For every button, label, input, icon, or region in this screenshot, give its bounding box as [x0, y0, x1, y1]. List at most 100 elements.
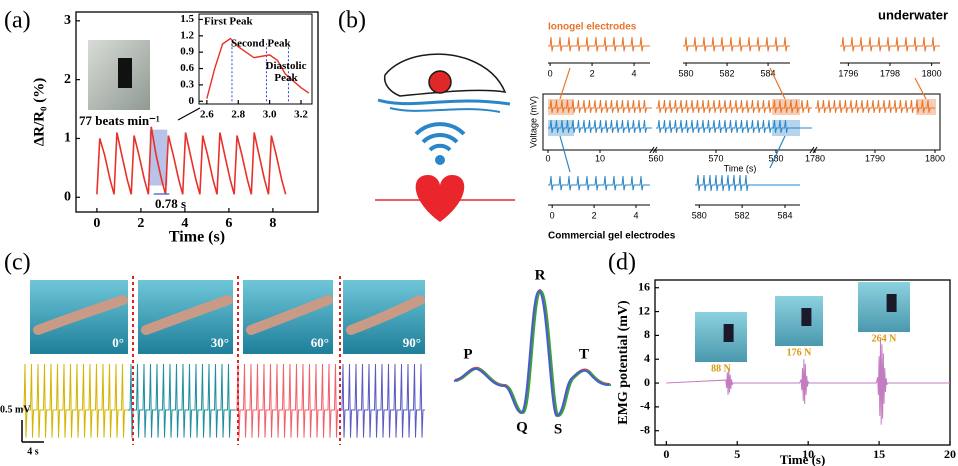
- x-tick-label: 570: [708, 153, 723, 163]
- x-tick-label: 6: [225, 216, 232, 231]
- x-tick-label: 580: [692, 210, 707, 220]
- annotation-line: Peak: [274, 72, 298, 84]
- x-tick-label: 3.2: [294, 109, 308, 121]
- y-tick-label: 8: [644, 327, 650, 341]
- y-tick-label: 1: [64, 131, 71, 146]
- x-tick-label: 2: [137, 216, 144, 231]
- inset-trace: [683, 37, 790, 51]
- inset-arrow: [178, 108, 200, 120]
- x-axis-title: Time (s): [724, 163, 757, 173]
- x-tick-label: 0: [93, 216, 100, 231]
- angle-label: 60°: [311, 335, 329, 350]
- x-tick-label: 2.8: [231, 109, 245, 121]
- angle-label: 0°: [112, 335, 124, 350]
- page: (a)024680123Time (s)ΔR/R₀ (%)77 beats mi…: [0, 0, 958, 466]
- x-tick-label: 3.0: [263, 109, 277, 121]
- x-tick-label: 580: [679, 68, 694, 78]
- wristband-photo: [887, 294, 897, 312]
- y-tick-label: 16: [638, 279, 650, 293]
- x-tick-label: 4: [632, 68, 637, 78]
- wave-label: T: [579, 346, 589, 362]
- sensor-photo: [118, 58, 132, 88]
- wave-label: P: [463, 346, 472, 362]
- photo: [695, 312, 747, 362]
- y-tick-label: -4: [640, 399, 650, 413]
- x-tick-label: 582: [720, 68, 735, 78]
- legend-label: Ionogel electrodes: [548, 22, 637, 33]
- x-tick-label: 560: [648, 153, 663, 163]
- ecg-trace: [128, 364, 235, 438]
- x-tick-label: 582: [735, 210, 750, 220]
- y-tick-label: 4: [644, 351, 650, 365]
- y-tick-label: 2: [64, 72, 71, 87]
- wave-label: R: [535, 267, 546, 283]
- data-line: [97, 127, 286, 195]
- y-tick-label: 0.3: [180, 78, 194, 90]
- x-tick-label: 1800: [925, 153, 945, 163]
- x-tick-label: 15: [873, 447, 885, 461]
- x-tick-label: 0: [663, 447, 669, 461]
- x-tick-label: 2: [592, 210, 597, 220]
- panel-label: (a): [4, 8, 31, 34]
- scale-label: 4 s: [27, 446, 39, 457]
- y-tick-label: 12: [638, 303, 650, 317]
- panel-label: (d): [608, 250, 636, 276]
- y-tick-label: 0: [644, 375, 650, 389]
- callout-arrow: [560, 136, 570, 172]
- figure: (a)024680123Time (s)ΔR/R₀ (%)77 beats mi…: [0, 0, 958, 466]
- x-tick-label: 1800: [922, 68, 942, 78]
- y-axis-title: ΔR/R₀ (%): [31, 78, 47, 146]
- heart-icon: [375, 175, 515, 222]
- x-tick-label: 1798: [880, 68, 900, 78]
- x-tick-label: 10: [595, 153, 605, 163]
- y-tick-label: 3: [64, 13, 71, 28]
- commercial-trace: [656, 120, 790, 133]
- x-tick-label: 584: [761, 68, 776, 78]
- annotation: First Peak: [204, 16, 253, 28]
- photo: [775, 296, 823, 346]
- scale-label: 0.5 mV: [0, 404, 31, 415]
- wave-label: Q: [516, 419, 528, 435]
- chart-title: underwater: [878, 7, 948, 22]
- inset-trace: [548, 37, 650, 51]
- y-tick-label: -8: [640, 422, 650, 436]
- wireless-icon: [416, 124, 464, 163]
- panel-label: (c): [4, 250, 31, 276]
- y-tick-label: 0: [189, 95, 195, 107]
- y-tick-label: 0: [64, 190, 71, 205]
- wave-label: S: [554, 421, 562, 437]
- panel-label: (b): [338, 8, 366, 34]
- x-tick-label: 1780: [805, 153, 825, 163]
- annotation: Second Peak: [231, 38, 291, 50]
- y-axis-title: EMG potential (mV): [616, 300, 631, 425]
- ecg-trace: [22, 364, 128, 438]
- x-tick-label: 2.6: [200, 109, 214, 121]
- x-axis-title: Time (s): [169, 229, 225, 246]
- callout-arrow: [915, 78, 926, 99]
- legend-label: Commercial gel electrodes: [548, 231, 676, 242]
- annotation: 176 N: [787, 347, 813, 358]
- x-tick-label: 0: [545, 153, 550, 163]
- y-tick-label: 1.5: [180, 13, 194, 25]
- x-axis-title: Time (s): [780, 452, 826, 466]
- annotation: 77 beats min⁻¹: [79, 113, 160, 128]
- y-axis-title: Voltage (mV): [528, 96, 538, 148]
- x-tick-label: 1790: [865, 153, 885, 163]
- y-tick-label: 0.9: [180, 46, 194, 58]
- wristband-photo: [801, 308, 811, 326]
- annotation: 264 N: [872, 333, 898, 344]
- swimmer-illustration: [378, 54, 510, 112]
- inset-trace: [840, 37, 940, 51]
- angle-label: 90°: [403, 335, 421, 350]
- x-tick-label: 1796: [838, 68, 858, 78]
- highlight-box: [916, 99, 936, 115]
- x-tick-label: 0: [550, 210, 555, 220]
- highlight-band: [150, 130, 168, 186]
- angle-label: 30°: [211, 335, 229, 350]
- x-tick-label: 4: [633, 210, 638, 220]
- x-tick-label: 20: [944, 447, 956, 461]
- annotation: 88 N: [711, 363, 732, 374]
- ecg-trace: [235, 364, 340, 438]
- x-tick-label: 5: [734, 447, 740, 461]
- y-tick-label: 1.2: [180, 29, 194, 41]
